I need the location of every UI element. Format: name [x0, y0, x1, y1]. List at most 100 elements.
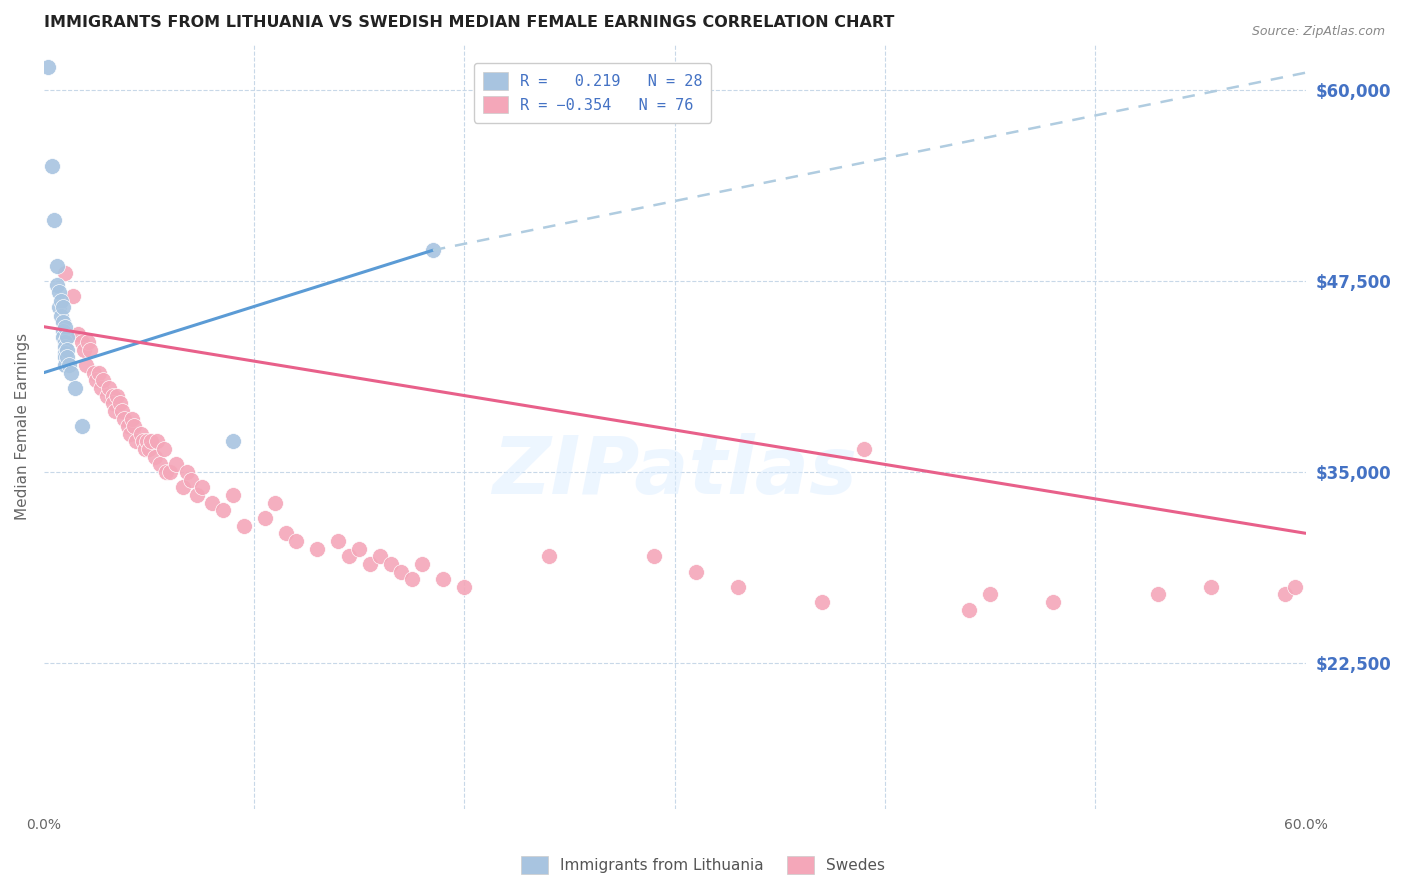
Point: [44, 212, 66, 227]
Point: [62, 289, 84, 303]
Point: [111, 404, 134, 418]
Point: [52, 324, 75, 338]
Point: [56, 351, 79, 365]
Point: [453, 580, 475, 594]
Point: [107, 388, 129, 402]
Point: [70, 419, 93, 434]
Point: [53, 319, 76, 334]
Point: [53, 358, 76, 372]
Text: Source: ZipAtlas.com: Source: ZipAtlas.com: [1251, 25, 1385, 38]
Point: [98, 381, 121, 395]
Point: [328, 533, 350, 548]
Point: [91, 373, 114, 387]
Point: [727, 580, 749, 594]
Point: [146, 434, 169, 449]
Point: [337, 549, 360, 564]
Point: [148, 458, 170, 472]
Point: [129, 426, 152, 441]
Point: [165, 458, 187, 472]
Point: [108, 396, 131, 410]
Text: IMMIGRANTS FROM LITHUANIA VS SWEDISH MEDIAN FEMALE EARNINGS CORRELATION CHART: IMMIGRANTS FROM LITHUANIA VS SWEDISH MED…: [44, 15, 894, 30]
Point: [117, 419, 139, 434]
Point: [79, 343, 101, 357]
Point: [134, 442, 156, 457]
Point: [370, 549, 392, 564]
Point: [139, 434, 162, 449]
Point: [155, 465, 177, 479]
Point: [274, 526, 297, 541]
Point: [75, 358, 97, 372]
Point: [45, 278, 67, 293]
Point: [53, 334, 76, 349]
Point: [186, 488, 208, 502]
Point: [811, 595, 834, 609]
Point: [422, 244, 444, 258]
Point: [138, 442, 160, 457]
Point: [264, 496, 287, 510]
Point: [232, 518, 254, 533]
Point: [211, 503, 233, 517]
Point: [1199, 580, 1222, 594]
Point: [53, 340, 76, 354]
Point: [201, 496, 224, 510]
Point: [124, 419, 146, 434]
Point: [103, 396, 125, 410]
Point: [957, 603, 980, 617]
Point: [643, 549, 665, 564]
Point: [159, 465, 181, 479]
Point: [60, 366, 83, 380]
Point: [49, 293, 72, 308]
Point: [77, 334, 100, 349]
Point: [53, 345, 76, 359]
Point: [58, 358, 80, 372]
Text: ZIPatlas: ZIPatlas: [492, 434, 858, 511]
Point: [180, 473, 202, 487]
Point: [45, 259, 67, 273]
Point: [48, 285, 70, 299]
Point: [1284, 580, 1306, 594]
Point: [87, 366, 110, 380]
Point: [41, 159, 63, 173]
Point: [48, 300, 70, 314]
Legend: R =   0.219   N = 28, R = −0.354   N = 76: R = 0.219 N = 28, R = −0.354 N = 76: [474, 62, 711, 122]
Point: [685, 565, 707, 579]
Point: [121, 411, 143, 425]
Point: [112, 411, 135, 425]
Point: [1147, 587, 1170, 601]
Legend: Immigrants from Lithuania, Swedes: Immigrants from Lithuania, Swedes: [515, 850, 891, 880]
Point: [70, 334, 93, 349]
Point: [222, 488, 245, 502]
Point: [253, 511, 276, 525]
Point: [86, 373, 108, 387]
Point: [349, 541, 371, 556]
Point: [90, 381, 112, 395]
Point: [125, 434, 148, 449]
Point: [37, 60, 59, 74]
Point: [120, 426, 142, 441]
Point: [49, 309, 72, 323]
Point: [135, 434, 157, 449]
Point: [66, 327, 89, 342]
Point: [411, 557, 433, 571]
Point: [103, 388, 125, 402]
Point: [52, 330, 75, 344]
Point: [389, 565, 412, 579]
Point: [56, 330, 79, 344]
Point: [222, 434, 245, 449]
Point: [52, 300, 75, 314]
Point: [53, 351, 76, 365]
Point: [52, 315, 75, 329]
Y-axis label: Median Female Earnings: Median Female Earnings: [15, 333, 30, 520]
Point: [143, 450, 166, 464]
Point: [359, 557, 381, 571]
Point: [176, 465, 198, 479]
Point: [65, 381, 87, 395]
Point: [104, 404, 127, 418]
Point: [172, 480, 194, 494]
Point: [83, 366, 105, 380]
Point: [1274, 587, 1296, 601]
Point: [432, 572, 454, 586]
Point: [537, 549, 560, 564]
Point: [852, 442, 875, 457]
Point: [401, 572, 423, 586]
